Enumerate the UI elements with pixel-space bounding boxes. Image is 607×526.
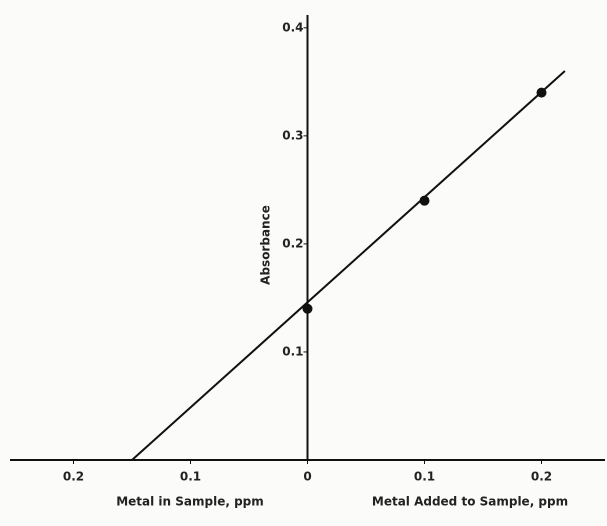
data-point [420,196,430,206]
x-tick-label: 0 [303,470,311,484]
x-tick-label: 0.2 [63,470,84,484]
x-axis-label-left: Metal in Sample, ppm [116,495,264,509]
x-tick-label: 0.1 [414,470,435,484]
x-axis-label-right: Metal Added to Sample, ppm [372,495,568,509]
x-tick-label: 0.1 [180,470,201,484]
y-tick-label: 0.2 [282,236,303,250]
data-point [303,304,313,314]
data-point [537,88,547,98]
y-axis-label: Absorbance [259,205,273,285]
fit-line [132,71,565,460]
x-tick-label: 0.2 [531,470,552,484]
page: {"chart_data": {"type": "scatter", "xlab… [0,0,607,526]
y-tick-label: 0.1 [282,344,303,358]
y-tick-label: 0.4 [282,20,303,34]
y-tick-label: 0.3 [282,128,303,142]
chart: Metal in Sample, ppm Metal Added to Samp… [0,0,607,526]
